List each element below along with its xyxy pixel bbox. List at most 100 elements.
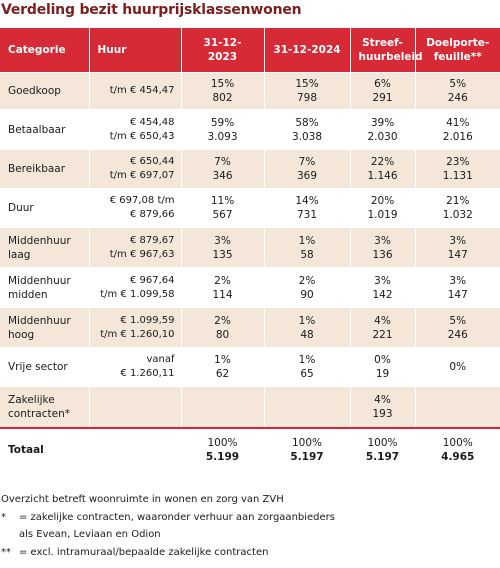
category-line2: midden — [8, 288, 48, 301]
count-2024: 3.038 — [291, 130, 323, 143]
streef-cell: 22% 1.146 — [350, 149, 416, 189]
percent-streef: 4% — [374, 314, 391, 327]
table-row: Middenhuur laag € 879,67 t/m € 967,63 3% 135 1… — [0, 227, 500, 268]
count-2024: 48 — [300, 328, 314, 341]
count-streef: 193 — [372, 408, 393, 420]
count-doel: 1.131 — [442, 170, 473, 182]
percent-2023: 59% — [210, 116, 235, 129]
count-streef: 1.146 — [367, 170, 398, 182]
value-2024-cell: 7% 369 — [264, 149, 351, 189]
rent-line1: € 1.099,59 — [120, 314, 175, 326]
table-row: Bereikbaar € 650,44 t/m € 697,07 7% 346 7% 369… — [0, 149, 500, 189]
total-rent-empty — [89, 427, 182, 470]
total-percent-2024: 100% — [291, 436, 323, 449]
streef-cell: 3% 142 — [350, 267, 416, 308]
streef-cell: 4% 221 — [350, 307, 416, 348]
value-2024-cell: 2% 90 — [264, 267, 351, 308]
percent-doel: 21% — [446, 195, 470, 207]
count-2023: 62 — [215, 368, 230, 380]
percent-2023: 2% — [214, 314, 231, 327]
header-streef-line1: Streef- — [362, 37, 403, 49]
percent-doel: 23% — [446, 156, 470, 168]
count-streef: 2.030 — [367, 130, 398, 143]
value-2024-cell: 15% 798 — [264, 72, 351, 110]
doel-cell: 3% 147 — [415, 267, 500, 308]
percent-streef: 0% — [374, 354, 391, 366]
table-row: Duur € 697,08 t/m € 879,66 11% 567 14% 731 20% 1… — [0, 188, 500, 228]
rent-cell — [89, 386, 182, 428]
doel-cell: 5% 246 — [415, 72, 500, 110]
total-count-doel: 4.965 — [441, 450, 475, 463]
count-doel: 246 — [447, 328, 468, 341]
total-doel-cell: 100% 4.965 — [415, 427, 500, 470]
value-2023-cell: 2% 114 — [181, 267, 265, 308]
total-percent-2023: 100% — [207, 436, 238, 449]
value-2024-cell: 14% 731 — [264, 188, 351, 228]
rent-line1: € 650,44 — [129, 156, 175, 167]
percent-streef: 3% — [374, 274, 391, 287]
header-2023: 31-12-2023 — [181, 28, 265, 73]
percent-2024: 14% — [295, 195, 319, 207]
count-doel: 2.016 — [442, 130, 473, 143]
doel-cell: 0% — [415, 347, 500, 387]
percent-doel: 3% — [449, 234, 467, 247]
percent-2024: 2% — [298, 274, 316, 287]
rent-cell: € 967,64 t/m € 1.099,58 — [89, 267, 182, 308]
table-row: Zakelijke contracten* 4% 193 — [0, 386, 500, 428]
count-2023: 135 — [212, 248, 233, 261]
streef-cell: 39% 2.030 — [350, 109, 416, 150]
category-cell: Vrije sector — [0, 347, 90, 387]
category-line1: Betaalbaar — [8, 123, 66, 136]
percent-2023: 7% — [214, 156, 231, 168]
count-2024: 65 — [300, 368, 314, 380]
category-line1: Duur — [8, 202, 34, 214]
header-huur: Huur — [89, 28, 182, 73]
footnote-star-continued: als Evean, Leviaan en Odion — [19, 529, 161, 540]
count-2024: 369 — [296, 170, 318, 182]
rent-line1: € 454,48 — [129, 116, 175, 128]
percent-streef: 39% — [370, 116, 395, 129]
header-categorie: Categorie — [0, 28, 90, 73]
rent-line1: € 879,67 — [129, 234, 175, 246]
rent-cell: € 1.099,59 t/m € 1.260,10 — [89, 307, 182, 348]
footnotes: Overzicht betreft woonruimte in wonen en… — [1, 491, 335, 561]
rent-cell: € 697,08 t/m € 879,66 — [89, 188, 182, 228]
category-line2: laag — [8, 248, 31, 261]
doel-cell: 3% 147 — [415, 227, 500, 268]
category-cell: Middenhuur hoog — [0, 307, 90, 348]
category-line1: Vrije sector — [8, 361, 68, 373]
footnote-scope: Overzicht betreft woonruimte in wonen en… — [1, 494, 284, 505]
percent-2024: 1% — [298, 354, 316, 366]
value-2024-cell: 1% 65 — [264, 347, 351, 387]
value-2023-cell — [181, 386, 265, 428]
count-doel: 147 — [447, 288, 468, 301]
count-streef: 221 — [372, 328, 393, 341]
value-2023-cell: 2% 80 — [181, 307, 265, 348]
percent-2023: 15% — [210, 78, 235, 90]
table-row: Goedkoop t/m € 454,47 15% 802 15% 798 6% 291 5% 2… — [0, 72, 500, 110]
percent-2024: 1% — [298, 314, 316, 327]
total-percent-streef: 100% — [367, 436, 398, 449]
count-2023: 114 — [212, 288, 233, 301]
percent-2023: 1% — [214, 354, 231, 366]
total-row: Totaal 100% 5.199 100% 5.197 100% 5.197 100% 4.9… — [0, 427, 500, 470]
doel-cell: 23% 1.131 — [415, 149, 500, 189]
total-count-2024: 5.197 — [290, 450, 324, 463]
total-2024-cell: 100% 5.197 — [264, 427, 351, 470]
header-2024: 31-12-2024 — [264, 28, 351, 73]
footnote-doublestar-text: = excl. intramuraal/bepaalde zakelijke c… — [19, 546, 269, 558]
header-doel-line1: Doelporte- — [426, 37, 490, 49]
streef-cell: 0% 19 — [350, 347, 416, 387]
total-streef-cell: 100% 5.197 — [350, 427, 416, 470]
category-line2: contracten* — [8, 408, 70, 420]
category-line1: Goedkoop — [8, 85, 61, 97]
value-2023-cell: 15% 802 — [181, 72, 265, 110]
count-streef: 142 — [372, 288, 393, 301]
value-2023-cell: 7% 346 — [181, 149, 265, 189]
percent-streef: 4% — [374, 394, 391, 406]
streef-cell: 6% 291 — [350, 72, 416, 110]
category-cell: Middenhuur midden — [0, 267, 90, 308]
value-2023-cell: 59% 3.093 — [181, 109, 265, 150]
category-line1: Middenhuur — [8, 274, 71, 287]
rent-line2: t/m € 650,43 — [109, 130, 175, 142]
